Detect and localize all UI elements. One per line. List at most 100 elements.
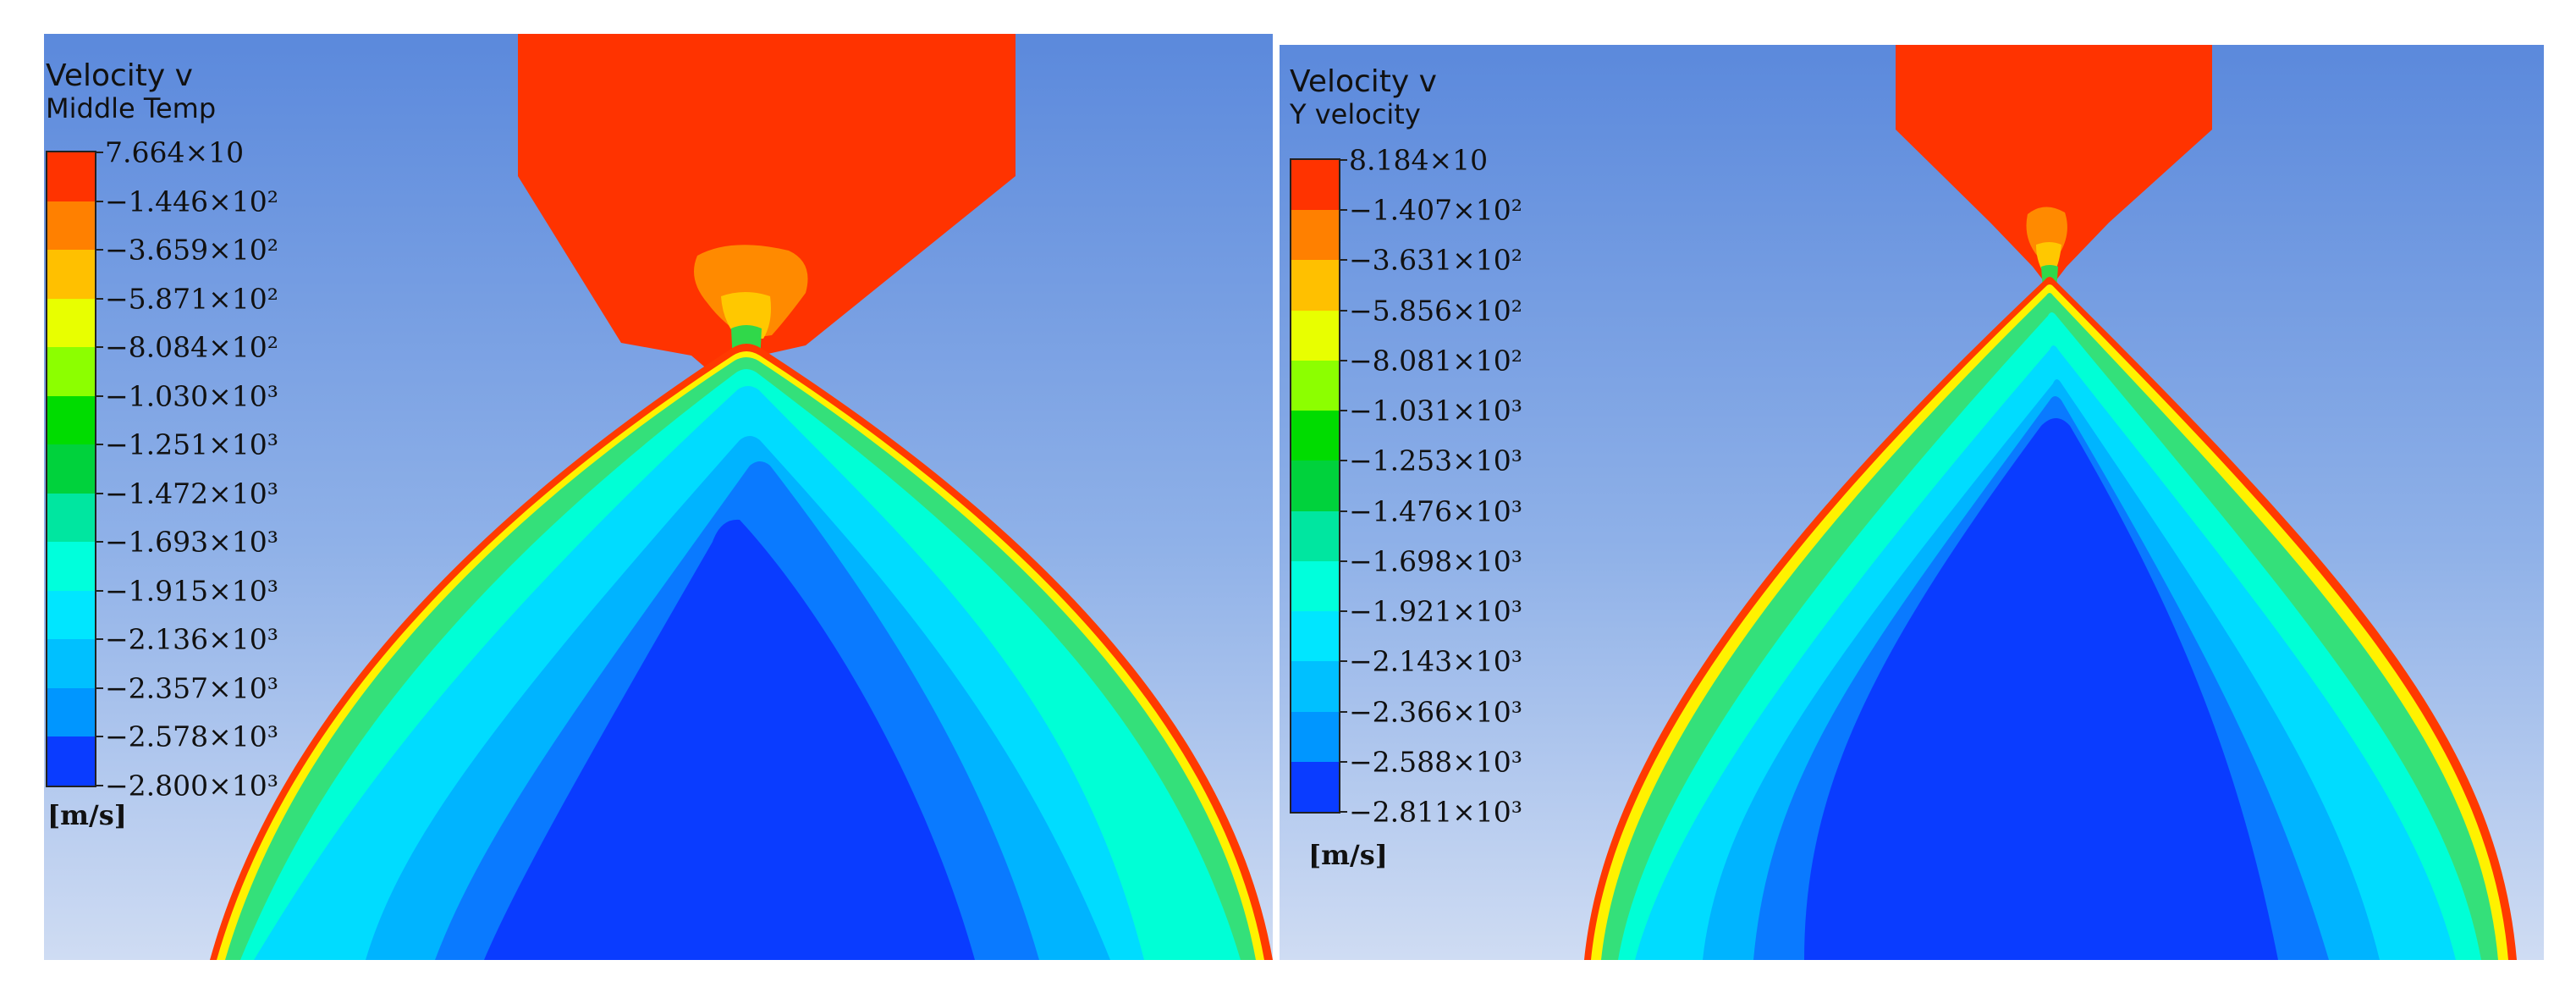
colorbar-band [1291, 761, 1339, 813]
colorbar-tick [1339, 159, 1347, 161]
colorbar-tick-label: −1.031×10³ [1349, 394, 1522, 428]
nozzle-body [1896, 45, 2212, 289]
colorbar-band [47, 493, 95, 543]
colorbar-tick [95, 297, 103, 300]
colorbar-tick [95, 785, 103, 786]
colorbar-tick-label: −1.030×10³ [105, 379, 278, 413]
plume-layers [210, 344, 1273, 960]
colorbar-band [47, 201, 95, 251]
colorbar-band [47, 347, 95, 397]
colorbar-band [1291, 210, 1339, 261]
throat-orange [694, 245, 808, 339]
colorbar-tick-label: −1.446×10² [105, 185, 278, 218]
colorbar-band [1291, 611, 1339, 662]
legend-title-text: Velocity v [1290, 64, 1437, 99]
colorbar-tick [95, 736, 103, 738]
throat-yellow [721, 292, 771, 339]
colorbar-tick [95, 346, 103, 349]
colorbar-band [47, 687, 95, 737]
colorbar-tick [95, 152, 103, 153]
colorbar-tick-label: −3.631×10² [1349, 243, 1522, 277]
legend-unit: [m/s] [1308, 839, 1388, 871]
colorbar-tick-label: −2.811×10³ [1349, 795, 1522, 829]
colorbar-tick-label: −2.800×10³ [105, 769, 278, 803]
colorbar-tick-label: −5.856×10² [1349, 294, 1522, 328]
colorbar-band [47, 444, 95, 494]
colorbar-tick [95, 492, 103, 494]
colorbar-tick [1339, 710, 1347, 713]
colorbar-tick [95, 394, 103, 397]
plume-core [484, 519, 975, 960]
nozzle-region [1896, 45, 2212, 289]
colorbar-tick-label: −3.659×10² [105, 233, 278, 267]
colorbar-tick-label: −1.476×10³ [1349, 494, 1522, 528]
legend-subtitle: Y velocity [1290, 98, 1421, 130]
colorbar-tick-label: −2.357×10³ [105, 671, 278, 705]
colorbar-tick [95, 200, 103, 202]
plume-core [1804, 418, 2278, 960]
velocity-contour-plot [210, 34, 1273, 960]
colorbar-tick-label: −1.407×10² [1349, 193, 1522, 227]
colorbar-band [47, 152, 95, 202]
colorbar-band [1291, 711, 1339, 763]
colorbar-tick [95, 638, 103, 641]
colorbar-tick [95, 589, 103, 592]
nozzle-region [518, 34, 1016, 381]
colorbar-band [1291, 560, 1339, 612]
contour-panel-right: Velocity v Y velocity 8.184×10 −1.407×10²… [1280, 45, 2544, 960]
colorbar-tick-label: −2.578×10³ [105, 720, 278, 753]
colorbar-tick-label: 7.664×10 [105, 135, 245, 169]
colorbar-tick [1339, 760, 1347, 763]
colorbar-tick-label: −2.588×10³ [1349, 745, 1522, 779]
legend-unit: [m/s] [47, 799, 127, 831]
legend-colorbar [1290, 158, 1340, 814]
colorbar-tick [1339, 410, 1347, 412]
colorbar-band [1291, 411, 1339, 461]
colorbar-tick [95, 687, 103, 689]
colorbar-tick-label: −1.251×10³ [105, 428, 278, 461]
colorbar-tick [95, 249, 103, 251]
colorbar-tick-label: −2.366×10³ [1349, 695, 1522, 729]
colorbar-tick-label: −2.143×10³ [1349, 644, 1522, 678]
legend-title: Velocity v Middle Temp [46, 59, 216, 124]
colorbar-band [47, 395, 95, 445]
colorbar-tick-label: −5.871×10² [105, 282, 278, 316]
legend-subtitle: Middle Temp [46, 92, 217, 124]
contour-panel-left: Velocity v Middle Temp 7.664×10 −1.446×10… [44, 34, 1273, 960]
colorbar-tick [1339, 460, 1347, 462]
colorbar-tick [1339, 811, 1347, 813]
velocity-contour-plot [1584, 45, 2517, 960]
legend-colorbar [46, 151, 96, 787]
colorbar-tick-label: −1.915×10³ [105, 574, 278, 608]
colorbar-tick [95, 444, 103, 446]
colorbar-tick [1339, 560, 1347, 562]
throat-yellow [2036, 242, 2061, 272]
colorbar-band [47, 639, 95, 689]
colorbar-tick-label: −1.921×10³ [1349, 594, 1522, 628]
colorbar-tick-label: −1.253×10³ [1349, 444, 1522, 477]
colorbar-band [1291, 461, 1339, 512]
colorbar-tick [1339, 359, 1347, 361]
colorbar-band [47, 250, 95, 300]
colorbar-tick-label: −1.698×10³ [1349, 544, 1522, 578]
colorbar-tick [95, 541, 103, 543]
colorbar-band [47, 736, 95, 786]
colorbar-band [47, 590, 95, 640]
colorbar-tick-label: −8.084×10² [105, 330, 278, 364]
colorbar-band [47, 298, 95, 348]
colorbar-tick [1339, 259, 1347, 262]
colorbar-tick [1339, 510, 1347, 512]
colorbar-tick [1339, 209, 1347, 212]
colorbar-band [47, 542, 95, 592]
legend-title-text: Velocity v [46, 58, 193, 93]
colorbar-tick-label: −2.136×10³ [105, 622, 278, 656]
colorbar-tick [1339, 610, 1347, 613]
colorbar-tick-label: 8.184×10 [1349, 143, 1489, 177]
colorbar-band [1291, 510, 1339, 562]
colorbar-tick [1339, 309, 1347, 312]
colorbar-band [1291, 360, 1339, 411]
colorbar-tick-label: −8.081×10² [1349, 344, 1522, 378]
colorbar-tick [1339, 660, 1347, 663]
colorbar-band [1291, 160, 1339, 211]
colorbar-tick-label: −1.693×10³ [105, 525, 278, 559]
